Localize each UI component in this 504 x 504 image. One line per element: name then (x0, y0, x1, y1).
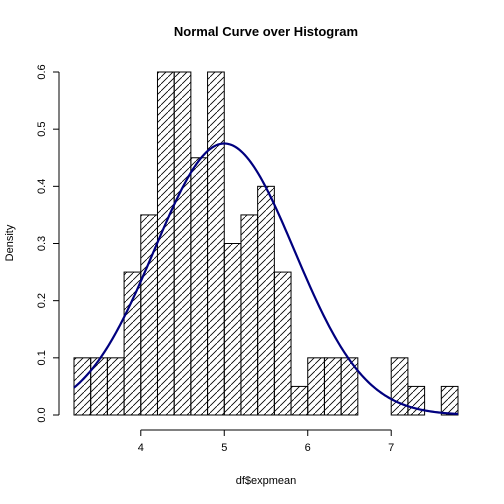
y-tick-label-6: 0.6 (36, 64, 48, 79)
histogram-bar-2 (106, 357, 125, 416)
histogram-bar-14 (307, 357, 325, 416)
histogram-bar-9 (223, 243, 242, 416)
y-tick-label-4: 0.4 (36, 179, 48, 194)
histogram-bar-4 (140, 214, 158, 416)
x-axis-label: df$expmean (236, 475, 297, 487)
x-tick-label-2: 6 (305, 442, 311, 454)
y-tick-label-3: 0.3 (36, 236, 48, 251)
histogram-bar-16 (340, 357, 359, 416)
normal-curve-line (73, 142, 459, 416)
histogram-bar-11 (257, 185, 275, 416)
y-tick-label-0: 0.0 (36, 407, 48, 422)
y-tick-label-5: 0.5 (36, 122, 48, 137)
histogram-bar-12 (273, 271, 292, 416)
histogram-bar-7 (190, 157, 209, 416)
histogram-bar-22 (440, 385, 459, 416)
x-tick-label-0: 4 (138, 442, 144, 454)
y-tick-label-2: 0.2 (36, 293, 48, 308)
y-axis-label: Density (4, 224, 16, 261)
histogram-bar-8 (207, 71, 225, 416)
x-axis: 4 5 6 7 (138, 429, 394, 454)
histogram-bar-3 (123, 271, 142, 416)
x-tick-label-3: 7 (388, 442, 394, 454)
histogram-bars (73, 71, 459, 416)
y-axis: 0.0 0.1 0.2 0.3 0.4 0.5 0.6 (36, 64, 60, 423)
histogram-bar-10 (240, 214, 259, 416)
chart-title: Normal Curve over Histogram (174, 24, 358, 39)
x-tick-label-1: 5 (221, 442, 227, 454)
normal-curve-layer (73, 142, 459, 416)
histogram-bar-6 (173, 71, 192, 416)
y-tick-label-1: 0.1 (36, 350, 48, 365)
histogram-bar-5 (156, 71, 175, 416)
histogram-bar-15 (323, 357, 342, 416)
histogram-bar-13 (290, 385, 309, 416)
